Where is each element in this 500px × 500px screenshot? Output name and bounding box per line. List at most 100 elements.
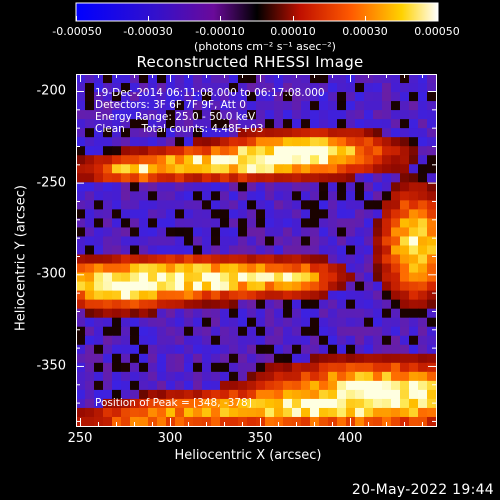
heatmap-pixel xyxy=(85,299,95,310)
heatmap-pixel xyxy=(427,344,436,355)
heatmap-pixel xyxy=(193,416,203,426)
heatmap-pixel xyxy=(355,92,365,102)
heatmap-pixel xyxy=(130,164,140,174)
heatmap-pixel xyxy=(391,209,401,220)
heatmap-pixel xyxy=(238,164,248,174)
heatmap-pixel xyxy=(166,119,176,129)
heatmap-pixel xyxy=(301,245,311,256)
heatmap-pixel xyxy=(247,380,257,391)
heatmap-pixel xyxy=(283,209,293,220)
heatmap-pixel xyxy=(121,164,131,174)
heatmap-pixel xyxy=(184,344,194,355)
heatmap-pixel xyxy=(355,119,365,129)
heatmap-pixel xyxy=(229,209,239,220)
heatmap-pixel xyxy=(139,416,149,426)
heatmap-pixel xyxy=(139,254,149,265)
heatmap-pixel xyxy=(391,290,401,301)
heatmap-pixel xyxy=(355,380,365,391)
heatmap-pixel xyxy=(166,254,176,265)
heatmap-pixel xyxy=(166,92,176,102)
heatmap-pixel xyxy=(175,146,185,156)
x-tick-label: 250 xyxy=(67,431,93,446)
heatmap-pixel xyxy=(265,254,275,265)
heatmap-pixel xyxy=(94,398,104,409)
heatmap-pixel xyxy=(193,398,203,409)
heatmap-pixel xyxy=(319,308,329,319)
heatmap-pixel xyxy=(130,389,140,400)
heatmap-pixel xyxy=(355,155,365,165)
heatmap-pixel xyxy=(355,191,365,201)
heatmap-pixel xyxy=(265,191,275,201)
heatmap-pixel xyxy=(220,398,230,409)
heatmap-pixel xyxy=(256,119,266,129)
heatmap-pixel xyxy=(238,218,248,229)
heatmap-pixel xyxy=(265,407,275,418)
heatmap-pixel xyxy=(166,317,176,328)
heatmap-pixel xyxy=(85,164,95,174)
heatmap-pixel xyxy=(265,227,275,238)
heatmap-pixel xyxy=(337,281,347,292)
heatmap-pixel xyxy=(310,317,320,328)
heatmap-pixel xyxy=(247,371,257,382)
heatmap-pixel xyxy=(319,110,329,120)
heatmap-pixel xyxy=(103,146,113,156)
heatmap-pixel xyxy=(112,110,122,120)
heatmap-pixel xyxy=(310,344,320,355)
heatmap-pixel xyxy=(148,272,158,283)
heatmap-pixel xyxy=(382,74,392,84)
heatmap-pixel xyxy=(310,272,320,283)
heatmap-pixel xyxy=(328,83,338,93)
plot-frame xyxy=(76,74,437,427)
heatmap-pixel xyxy=(274,335,284,346)
heatmap-pixel xyxy=(175,335,185,346)
heatmap-pixel xyxy=(328,362,338,373)
heatmap-pixel xyxy=(256,380,266,391)
heatmap-pixel xyxy=(292,101,302,111)
heatmap-pixel xyxy=(265,74,275,84)
heatmap-pixel xyxy=(337,407,347,418)
heatmap-pixel xyxy=(346,281,356,292)
heatmap-pixel xyxy=(292,326,302,337)
heatmap-pixel xyxy=(193,209,203,220)
heatmap-pixel xyxy=(274,326,284,337)
heatmap-pixel xyxy=(157,209,167,220)
heatmap-pixel xyxy=(328,245,338,256)
heatmap-pixel xyxy=(364,101,374,111)
heatmap-pixel xyxy=(193,173,203,183)
heatmap-pixel xyxy=(148,146,158,156)
heatmap-pixel xyxy=(76,110,86,120)
heatmap-pixel xyxy=(184,92,194,102)
heatmap-pixel xyxy=(103,326,113,337)
heatmap-pixel xyxy=(211,380,221,391)
heatmap-pixel xyxy=(373,353,383,364)
heatmap-pixel xyxy=(247,362,257,373)
heatmap-pixel xyxy=(184,308,194,319)
heatmap-pixel xyxy=(256,128,266,138)
heatmap-pixel xyxy=(166,236,176,247)
heatmap-pixel xyxy=(256,308,266,319)
heatmap-pixel xyxy=(76,299,86,310)
heatmap-pixel xyxy=(76,308,86,319)
heatmap-pixel xyxy=(220,119,230,129)
heatmap-pixel xyxy=(94,335,104,346)
heatmap-pixel xyxy=(292,335,302,346)
heatmap-pixel xyxy=(283,317,293,328)
heatmap-pixel xyxy=(364,236,374,247)
heatmap-pixel xyxy=(121,101,131,111)
heatmap-pixel xyxy=(328,74,338,84)
heatmap-pixel xyxy=(166,164,176,174)
heatmap-pixel xyxy=(382,200,392,210)
heatmap-pixel xyxy=(310,218,320,229)
heatmap-pixel xyxy=(85,416,95,426)
heatmap-pixel xyxy=(94,227,104,238)
heatmap-pixel xyxy=(130,245,140,256)
heatmap-pixel xyxy=(229,380,239,391)
heatmap-pixel xyxy=(85,83,95,93)
heatmap-pixel xyxy=(319,164,329,174)
heatmap-pixel xyxy=(418,263,428,274)
heatmap-pixel xyxy=(139,209,149,220)
heatmap-pixel xyxy=(193,353,203,364)
heatmap-pixel xyxy=(382,380,392,391)
heatmap-pixel xyxy=(283,119,293,129)
heatmap-pixel xyxy=(310,227,320,238)
